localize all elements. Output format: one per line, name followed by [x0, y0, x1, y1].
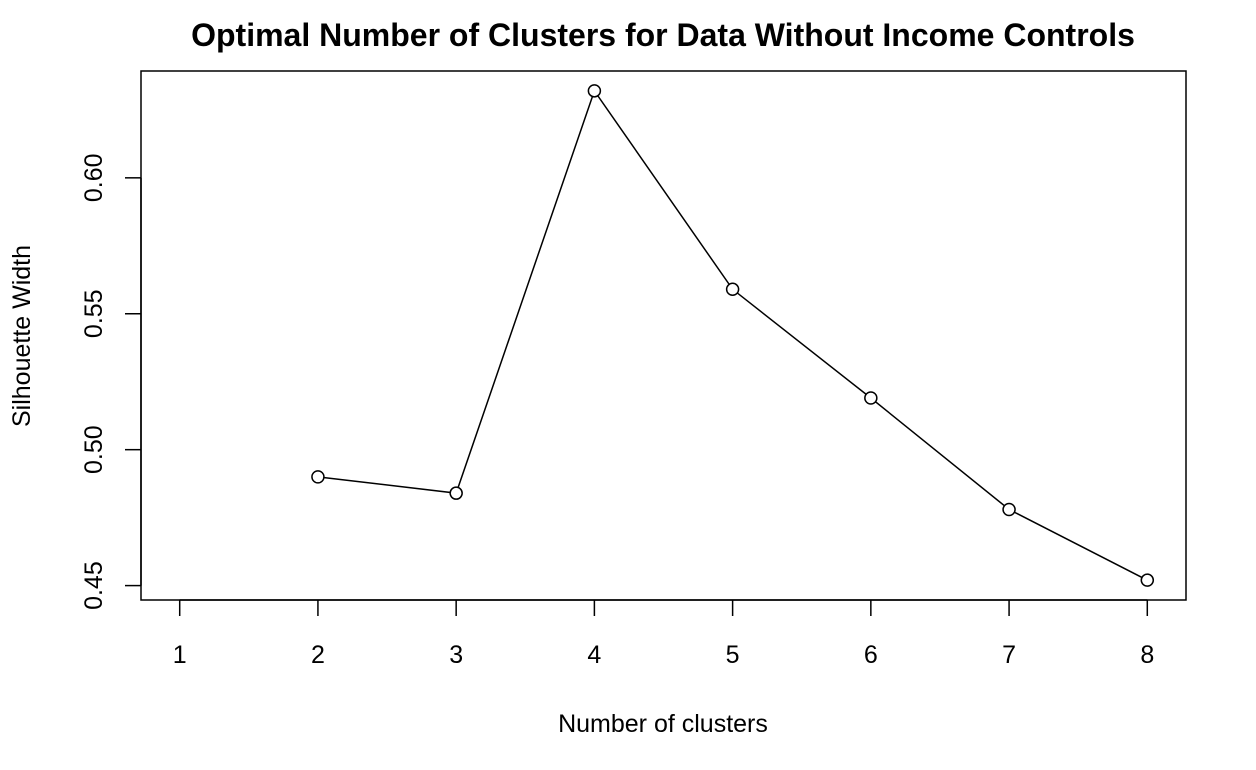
- x-tick-label: 1: [173, 641, 187, 669]
- data-point: [864, 391, 878, 405]
- plot-frame: [140, 70, 1187, 601]
- x-tick-label: 7: [1002, 641, 1016, 669]
- x-tick-label: 2: [311, 641, 325, 669]
- x-tick-label: 5: [726, 641, 740, 669]
- data-point: [311, 470, 325, 484]
- y-tick-label: 0.55: [80, 289, 108, 338]
- x-tick-label: 4: [587, 641, 601, 669]
- series-line: [317, 89, 1148, 581]
- data-point: [449, 486, 463, 500]
- y-axis-label: Silhouette Width: [8, 245, 36, 427]
- data-point: [725, 282, 740, 297]
- x-tick-label: 6: [864, 641, 878, 669]
- x-axis-label: Number of clusters: [558, 710, 768, 738]
- x-axis: 1 2 3 4 5 6 7 8: [173, 599, 1154, 669]
- x-tick-label: 8: [1140, 641, 1154, 669]
- y-tick-label: 0.45: [80, 561, 108, 610]
- y-tick-label: 0.50: [80, 425, 108, 474]
- data-point: [587, 84, 602, 98]
- data-point: [1002, 502, 1016, 517]
- data-points: [311, 84, 1155, 587]
- y-tick-label: 0.60: [80, 153, 108, 202]
- chart-title: Optimal Number of Clusters for Data With…: [191, 17, 1135, 53]
- x-tick-label: 3: [449, 641, 463, 669]
- y-axis: 0.45 0.50 0.55 0.60: [80, 153, 142, 610]
- data-point: [1140, 573, 1155, 587]
